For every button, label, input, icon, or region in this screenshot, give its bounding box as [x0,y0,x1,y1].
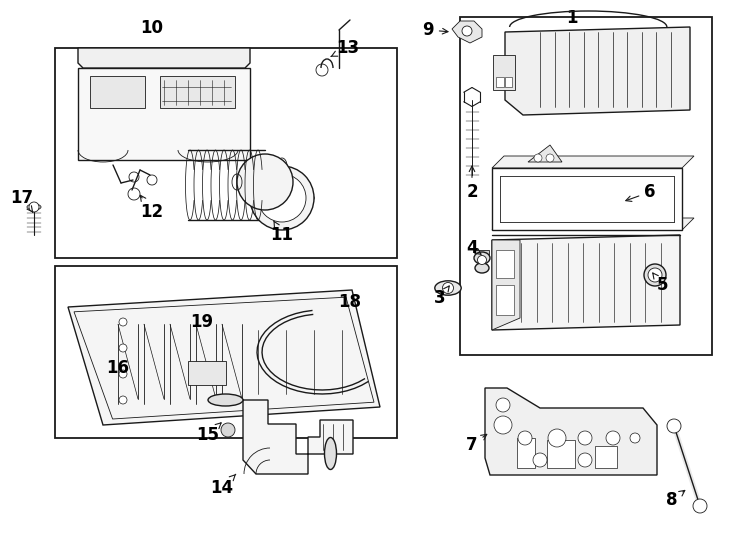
Bar [496,250,514,278]
Text: 3: 3 [435,286,449,307]
Circle shape [546,154,554,162]
Circle shape [494,416,512,434]
Bar [90,76,145,108]
Circle shape [250,166,314,230]
Bar [496,77,504,87]
Polygon shape [452,21,482,43]
Circle shape [533,453,547,467]
Text: 16: 16 [106,359,129,377]
Text: 5: 5 [653,273,668,294]
Circle shape [693,499,707,513]
Circle shape [119,318,127,326]
Text: 7: 7 [466,434,487,454]
Circle shape [667,419,681,433]
Bar [160,76,235,108]
Text: 13: 13 [331,39,360,57]
Bar [475,250,489,260]
Polygon shape [208,400,353,474]
Polygon shape [78,48,250,68]
Circle shape [316,64,328,76]
Ellipse shape [435,281,461,295]
Polygon shape [492,156,694,168]
Text: 4: 4 [466,239,481,257]
Polygon shape [528,145,562,162]
Circle shape [630,433,640,443]
Ellipse shape [644,264,666,286]
Ellipse shape [27,204,41,210]
Circle shape [478,255,487,265]
Circle shape [606,431,620,445]
Text: 2: 2 [466,166,478,201]
Bar [517,438,535,468]
Polygon shape [485,388,657,475]
Text: 19: 19 [190,313,214,331]
Circle shape [462,26,472,36]
Ellipse shape [208,394,243,406]
Bar [460,17,712,355]
Circle shape [534,154,542,162]
Text: 9: 9 [422,21,448,39]
Text: 17: 17 [10,189,34,212]
Polygon shape [505,27,690,115]
Circle shape [119,344,127,352]
Ellipse shape [250,190,314,206]
Circle shape [119,370,127,378]
Polygon shape [492,168,682,230]
Ellipse shape [475,263,489,273]
Circle shape [237,154,293,210]
Bar [188,361,226,385]
Circle shape [221,423,235,437]
Bar [55,48,397,258]
Bar [505,77,512,87]
Polygon shape [492,235,680,330]
Ellipse shape [474,252,490,264]
Text: 10: 10 [140,19,164,37]
Text: 1: 1 [566,9,578,27]
Bar [55,266,397,438]
Circle shape [578,453,592,467]
Text: 11: 11 [271,221,294,244]
Circle shape [518,431,532,445]
Text: 14: 14 [211,474,236,497]
Polygon shape [492,240,520,330]
Circle shape [496,398,510,412]
Circle shape [119,396,127,404]
Circle shape [29,202,39,212]
Bar [595,446,617,468]
Circle shape [443,282,454,294]
Circle shape [548,429,566,447]
Text: 12: 12 [140,195,164,221]
Polygon shape [492,218,694,230]
Circle shape [648,268,662,282]
Bar [493,55,515,90]
Polygon shape [78,68,250,160]
Circle shape [258,174,306,222]
Text: 15: 15 [197,423,221,444]
Ellipse shape [324,437,336,469]
Text: 18: 18 [338,293,362,311]
Bar [496,285,514,315]
Circle shape [578,431,592,445]
Bar [547,440,575,468]
Text: 6: 6 [626,183,655,201]
Polygon shape [68,290,380,425]
Text: 8: 8 [666,490,685,509]
